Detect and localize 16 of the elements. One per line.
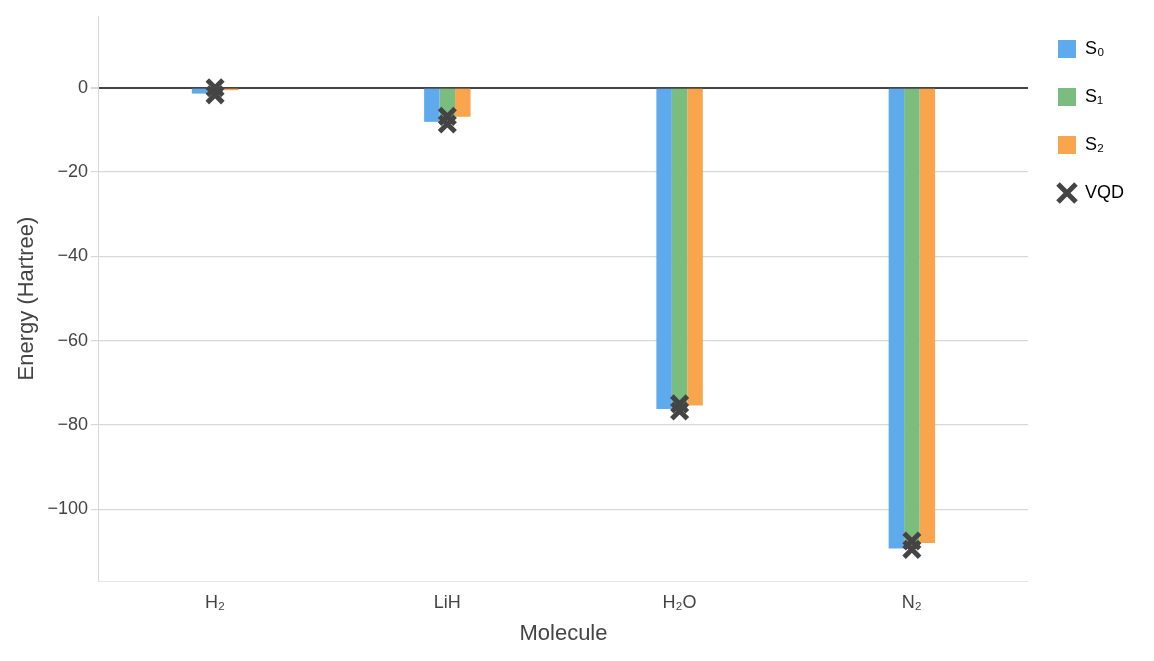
x-tick-label: H₂O bbox=[662, 591, 697, 612]
y-tick-label: −100 bbox=[47, 498, 88, 519]
y-tick-label: 0 bbox=[77, 76, 88, 97]
legend-label: VQD bbox=[1084, 181, 1125, 202]
y-tick-label: −20 bbox=[57, 160, 88, 181]
y-axis-title: Energy (Hartree) bbox=[13, 216, 39, 381]
x-tick-label: N₂ bbox=[901, 591, 922, 612]
legend-label: S₀ bbox=[1084, 37, 1105, 58]
y-tick-label: −40 bbox=[57, 245, 88, 266]
legend-label: S₁ bbox=[1084, 85, 1104, 106]
x-tick-label: LiH bbox=[433, 591, 461, 612]
x-axis-title: Molecule bbox=[519, 619, 608, 645]
legend-label: S₂ bbox=[1084, 133, 1104, 154]
y-tick-label: −80 bbox=[57, 413, 88, 434]
x-tick-label: H₂ bbox=[205, 591, 226, 612]
y-tick-label: −60 bbox=[57, 329, 88, 350]
